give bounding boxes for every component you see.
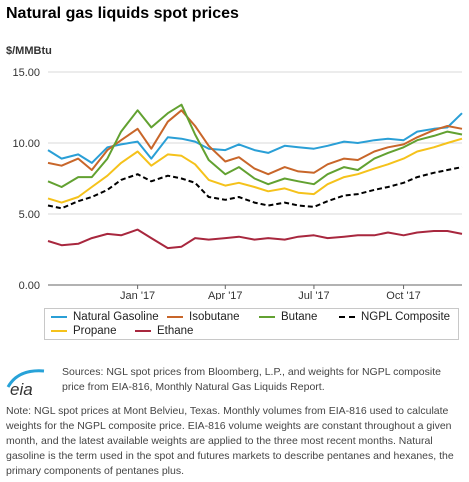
chart-legend: Natural Gasoline Isobutane Butane NGPL Comp… xyxy=(44,308,459,340)
legend-label: NGPL Composite xyxy=(361,311,451,323)
chart-title: Natural gas liquids spot prices xyxy=(6,5,239,22)
line-chart: 0.00 5.00 10.00 15.00 Jan '17 Apr '17 Jul '17 O… xyxy=(12,67,463,300)
legend-swatch xyxy=(259,316,275,318)
series-line-propane xyxy=(47,137,463,204)
legend-label: Butane xyxy=(281,311,318,323)
legend-item-natural-gasoline: Natural Gasoline xyxy=(51,311,159,323)
note-text: Note: NGL spot prices at Mont Belvieu, T… xyxy=(6,405,454,477)
legend-item-ngpl-composite: NGPL Composite xyxy=(339,311,450,323)
legend-label: Ethane xyxy=(157,325,194,337)
series-line-natural-gasoline xyxy=(47,112,463,164)
series-line-butane xyxy=(47,103,463,188)
y-tick-label: 15.00 xyxy=(12,67,40,79)
y-tick-label: 10.00 xyxy=(12,138,40,150)
eia-logo-text: eia xyxy=(10,380,33,399)
x-tick-label: Jan '17 xyxy=(120,290,155,300)
series-line-ngpl-composite xyxy=(47,166,463,210)
y-tick-label: 5.00 xyxy=(19,209,40,221)
x-tick-label: Jul '17 xyxy=(298,290,329,300)
y-axis-unit-label: $/MMBtu xyxy=(6,45,52,57)
x-tick-label: Apr '17 xyxy=(208,290,243,300)
legend-swatch xyxy=(167,316,183,318)
legend-label: Natural Gasoline xyxy=(73,311,159,323)
legend-item-ethane: Ethane xyxy=(135,325,193,337)
y-tick-label: 0.00 xyxy=(19,280,40,292)
legend-item-propane: Propane xyxy=(51,325,116,337)
legend-swatch xyxy=(339,316,355,318)
x-tick-label: Oct '17 xyxy=(386,290,421,300)
sources-text: Sources: NGL spot prices from Bloomberg,… xyxy=(62,366,441,393)
legend-swatch xyxy=(51,316,67,318)
series-line-isobutane xyxy=(47,109,463,176)
series-line-ethane xyxy=(47,228,463,250)
legend-item-butane: Butane xyxy=(259,311,317,323)
legend-label: Isobutane xyxy=(189,311,240,323)
legend-item-isobutane: Isobutane xyxy=(167,311,240,323)
legend-swatch xyxy=(135,330,151,332)
legend-label: Propane xyxy=(73,325,117,337)
legend-swatch xyxy=(51,330,67,332)
eia-logo: eia xyxy=(6,369,45,399)
